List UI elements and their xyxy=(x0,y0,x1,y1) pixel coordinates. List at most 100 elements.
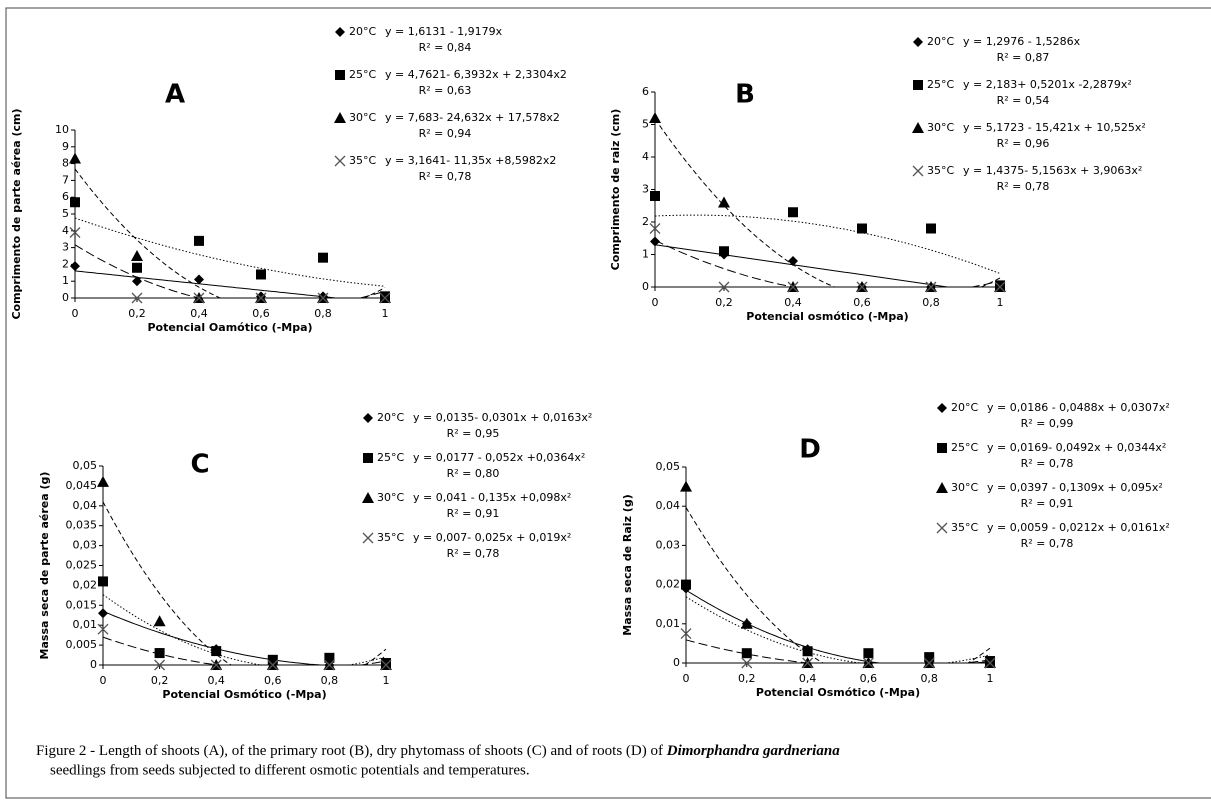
y-tick-label: 2 xyxy=(62,257,69,270)
legend-name: 20°C xyxy=(377,411,404,424)
y-tick-label: 4 xyxy=(642,150,649,163)
legend-equation: y = 1,4375- 5,1563x + 3,9063x² xyxy=(963,164,1142,177)
point xyxy=(194,235,204,246)
y-tick-label: 6 xyxy=(62,190,69,203)
y-tick-label: 0,015 xyxy=(66,598,98,611)
point xyxy=(857,223,867,234)
legend-name: 30°C xyxy=(927,121,954,134)
chart-title: A xyxy=(165,80,185,110)
x-axis-label: Potencial Osmótico (-Mpa) xyxy=(162,688,326,701)
point xyxy=(211,646,222,657)
trendline xyxy=(103,594,387,665)
point xyxy=(680,480,692,492)
y-tick-label: 0 xyxy=(642,280,649,293)
legend-marker xyxy=(363,453,373,463)
point xyxy=(719,246,729,257)
y-tick-label: 1 xyxy=(62,274,69,287)
y-tick-label: 4 xyxy=(62,224,69,237)
x-tick-label: 1 xyxy=(997,296,1004,309)
x-tick-label: 0,4 xyxy=(799,672,817,685)
x-tick-label: 0 xyxy=(72,307,79,320)
point xyxy=(131,292,143,304)
y-tick-label: 1 xyxy=(642,248,649,261)
legend-equation: y = 1,6131 - 1,9179x xyxy=(385,25,503,38)
y-tick-label: 0,02 xyxy=(73,578,98,591)
point xyxy=(154,648,165,659)
x-tick-label: 0,8 xyxy=(922,296,940,309)
y-tick-label: 2 xyxy=(642,215,649,228)
x-tick-label: 0,8 xyxy=(920,672,938,685)
legend-r2: R² = 0,95 xyxy=(447,427,500,440)
y-tick-label: 0,01 xyxy=(73,618,98,631)
point xyxy=(97,475,109,487)
x-tick-label: 0,8 xyxy=(321,674,339,687)
trendline xyxy=(75,168,386,298)
point xyxy=(153,615,166,627)
legend-name: 20°C xyxy=(927,35,954,48)
y-tick-label: 0,04 xyxy=(73,499,98,512)
point xyxy=(984,657,996,669)
trendline xyxy=(686,639,991,663)
legend-r2: R² = 0,99 xyxy=(1021,417,1074,430)
y-tick-label: 3 xyxy=(642,183,649,196)
chart-title: C xyxy=(190,450,209,480)
point xyxy=(740,617,753,629)
legend-marker xyxy=(334,155,346,167)
point xyxy=(788,207,798,218)
legend-name: 25°C xyxy=(927,78,954,91)
legend-r2: R² = 0,78 xyxy=(997,180,1050,193)
point xyxy=(649,223,661,234)
x-tick-label: 0,2 xyxy=(151,674,169,687)
legend-marker xyxy=(334,112,346,123)
point xyxy=(741,657,753,669)
y-tick-label: 3 xyxy=(62,241,69,254)
legend-equation: y = 0,0186 - 0,0488x + 0,0307x² xyxy=(987,401,1170,414)
legend-r2: R² = 0,91 xyxy=(447,507,500,520)
legend-marker xyxy=(937,403,947,413)
x-tick-label: 0,6 xyxy=(853,296,871,309)
point xyxy=(69,227,81,238)
y-tick-label: 0 xyxy=(62,291,69,304)
legend-marker xyxy=(912,122,924,133)
legend-equation: y = 0,0177 - 0,052x +0,0364x² xyxy=(413,451,585,464)
y-tick-label: 0,05 xyxy=(73,459,98,472)
legend-name: 35°C xyxy=(927,164,954,177)
legend-marker xyxy=(335,70,345,80)
legend-r2: R² = 0,63 xyxy=(419,84,472,97)
legend-name: 25°C xyxy=(377,451,404,464)
legend-name: 30°C xyxy=(951,481,978,494)
y-tick-label: 0,01 xyxy=(656,617,681,630)
legend-name: 20°C xyxy=(349,25,376,38)
legend-marker xyxy=(937,443,947,453)
legend-r2: R² = 0,78 xyxy=(419,170,472,183)
x-tick-label: 0 xyxy=(100,674,107,687)
x-tick-label: 1 xyxy=(383,674,390,687)
point xyxy=(856,281,868,293)
point xyxy=(802,646,813,657)
x-tick-label: 1 xyxy=(987,672,994,685)
point xyxy=(131,250,143,261)
legend-marker xyxy=(363,413,373,423)
legend-equation: y = 0,041 - 0,135x +0,098x² xyxy=(413,491,571,504)
y-tick-label: 0,045 xyxy=(66,479,98,492)
legend-r2: R² = 0,78 xyxy=(447,547,500,560)
x-axis-label: Potencial Oamótico (-Mpa) xyxy=(147,321,312,334)
legend-name: 25°C xyxy=(951,441,978,454)
trendline xyxy=(75,270,341,298)
legend-equation: y = 0,007- 0,025x + 0,019x² xyxy=(413,531,571,544)
legend-marker xyxy=(913,80,923,90)
legend-r2: R² = 0,87 xyxy=(997,51,1050,64)
point xyxy=(650,191,660,201)
point xyxy=(718,196,730,208)
x-tick-label: 0,4 xyxy=(784,296,802,309)
y-tick-label: 9 xyxy=(62,140,69,153)
y-tick-label: 0,03 xyxy=(73,539,98,552)
legend-name: 20°C xyxy=(951,401,978,414)
point xyxy=(132,262,142,273)
point xyxy=(681,579,691,590)
legend-name: 35°C xyxy=(377,531,404,544)
point xyxy=(256,269,266,280)
point xyxy=(267,659,279,671)
